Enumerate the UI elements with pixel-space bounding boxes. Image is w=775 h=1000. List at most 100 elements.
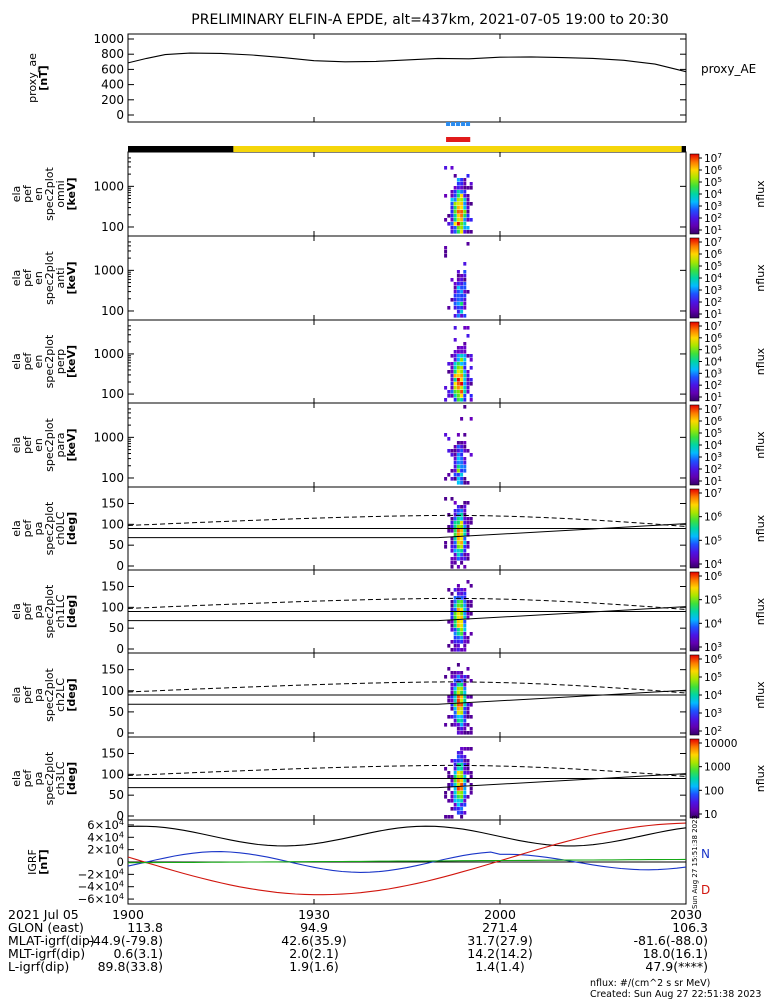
en_omni-spec-cell — [447, 214, 451, 218]
pa_ch3-spec-cell — [463, 779, 467, 783]
en_para-ytick-label: 1000 — [93, 430, 124, 444]
en_para-ylabel-line: spec2plot — [43, 418, 56, 472]
pa_ch1-spec-cell — [456, 604, 460, 608]
pa_ch2-ytick-label: 50 — [109, 705, 124, 719]
pa_ch0-spec-cell — [460, 521, 464, 525]
en_perp-spec-cell — [460, 354, 464, 358]
en_omni-spec-cell — [453, 206, 457, 210]
igrf-ytick-label: 4×104 — [87, 830, 124, 844]
en_omni-colorbar — [689, 153, 700, 235]
proxy-ae-legend: proxy_AE — [701, 62, 756, 76]
en_omni-spec-cell — [450, 206, 454, 210]
pa_ch3-spec-cell — [450, 815, 454, 819]
pa_ch0-ytick-label: 0 — [116, 559, 124, 573]
pa_ch3-spec-cell — [469, 791, 473, 795]
pa_ch2-spec-cell — [466, 723, 470, 727]
en_para-spec-cell — [463, 449, 467, 453]
pa_ch3-spec-cell — [469, 775, 473, 779]
pa_ch2-spec-cell — [460, 695, 464, 699]
xlabel-row-value: 271.4 — [482, 920, 518, 935]
pa_ch0-spec-cell — [450, 517, 454, 521]
en_anti-spec-cell — [447, 306, 451, 310]
pa_ch1-spec-cell — [469, 604, 473, 608]
pa_ch0-spec-cell — [460, 533, 464, 537]
pa_ch3-spec-cell — [456, 751, 460, 755]
xlabel-row-value: 1930 — [298, 907, 330, 922]
ephem-segment-black — [128, 146, 234, 152]
pa_ch2-spec-cell — [463, 707, 467, 711]
en_para-cbar-tick-label: 106 — [704, 414, 722, 428]
en_perp-spec-cell — [456, 350, 460, 354]
pa_ch2-cbar-tick-label: 103 — [704, 706, 722, 720]
pa_ch3-spec-cell — [456, 759, 460, 763]
pa_ch1-losscone — [127, 597, 687, 622]
proxy_ae-ylabel-line: [nT] — [37, 65, 50, 90]
science-zone-marker — [456, 122, 461, 126]
igrf-ytick-label: −2×104 — [78, 867, 124, 881]
plot-title: PRELIMINARY ELFIN-A EPDE, alt=437km, 202… — [191, 12, 668, 28]
pa_ch0-spec-cell — [453, 517, 457, 521]
pa_ch2-cbar-tick-label: 106 — [704, 652, 722, 666]
pa_ch1-spec-cell — [453, 600, 457, 604]
pa_ch1-spec-cell — [456, 620, 460, 624]
pa_ch2-spec-cell — [444, 675, 448, 679]
en_perp-ylabel-line: perp — [54, 349, 67, 374]
en_perp-spec-cell — [463, 398, 467, 402]
pa_ch3-spec-cell — [460, 791, 464, 795]
pa_ch3-spec-cell — [460, 763, 464, 767]
pa_ch2-spec-cell — [469, 731, 473, 735]
pa_ch3-spec-cell — [456, 783, 460, 787]
pa_ch2-spec-cell — [463, 683, 467, 687]
pa_ch2-spec-cell — [447, 715, 451, 719]
igrf-total-line — [127, 825, 687, 847]
pa_ch2-spec-cell — [456, 671, 460, 675]
pa_ch3-spec-cell — [463, 803, 467, 807]
en_para-spec-cell — [453, 461, 457, 465]
pa_ch0-spec-cell — [460, 529, 464, 533]
pa_ch3-spec-cell — [463, 767, 467, 771]
pa_ch1-spec-cell — [463, 608, 467, 612]
pa_ch2-spec-cell — [453, 723, 457, 727]
en_anti-spec-cell — [444, 250, 448, 254]
pa_ch3-spec-cell — [469, 783, 473, 787]
en_perp-spec-cell — [460, 370, 464, 374]
pa_ch1-spec-cell — [453, 644, 457, 648]
pa_ch3-spec-cell — [456, 807, 460, 811]
pa_ch3-spec-cell — [463, 791, 467, 795]
pa_ch2-spec-cell — [450, 687, 454, 691]
igrf-d-line — [127, 822, 687, 896]
en_omni-cbar-label: nflux — [754, 180, 767, 208]
en_para-spec-cell — [453, 469, 457, 473]
pa_ch2-spec-cell — [450, 715, 454, 719]
pa_ch0-spec-cell — [450, 561, 454, 565]
pa_ch1-spec-cell — [450, 600, 454, 604]
en_para-spec-cell — [463, 461, 467, 465]
en_perp-spec-cell — [466, 326, 470, 330]
en_omni-ytick-label: 1000 — [93, 179, 124, 193]
pa_ch0-spec-cell — [456, 541, 460, 545]
en_omni-spec-cell — [453, 174, 457, 178]
pa_ch0-spec-cell — [463, 549, 467, 553]
en_para-spec-cell — [450, 469, 454, 473]
en_perp-colorbar — [689, 321, 700, 402]
en_anti-spec-cell — [444, 254, 448, 258]
en_perp-frame — [127, 319, 687, 404]
pa_ch0-cbar-tick-label: 106 — [704, 510, 722, 524]
pa_ch2-cbar-tick-label: 102 — [704, 724, 722, 738]
en_perp-spec-cell — [456, 362, 460, 366]
en_perp-spec-cell — [463, 394, 467, 398]
en_para-spec-cell — [469, 417, 473, 421]
en_perp-spec-cell — [460, 386, 464, 390]
en_perp-cbar-tick-label: 106 — [704, 331, 722, 345]
en_omni-spec-cell — [453, 222, 457, 226]
ephem-segment-black — [681, 146, 686, 152]
xlabel-row-value: 2030 — [670, 907, 702, 922]
pa_ch1-spec-cell — [469, 600, 473, 604]
pa_ch0-spec-cell — [453, 529, 457, 533]
en_omni-spec-cell — [466, 206, 470, 210]
en_anti-cbar-tick-label: 106 — [704, 247, 722, 261]
en_omni-spec-cell — [460, 178, 464, 182]
en_para-spec-cell — [463, 457, 467, 461]
